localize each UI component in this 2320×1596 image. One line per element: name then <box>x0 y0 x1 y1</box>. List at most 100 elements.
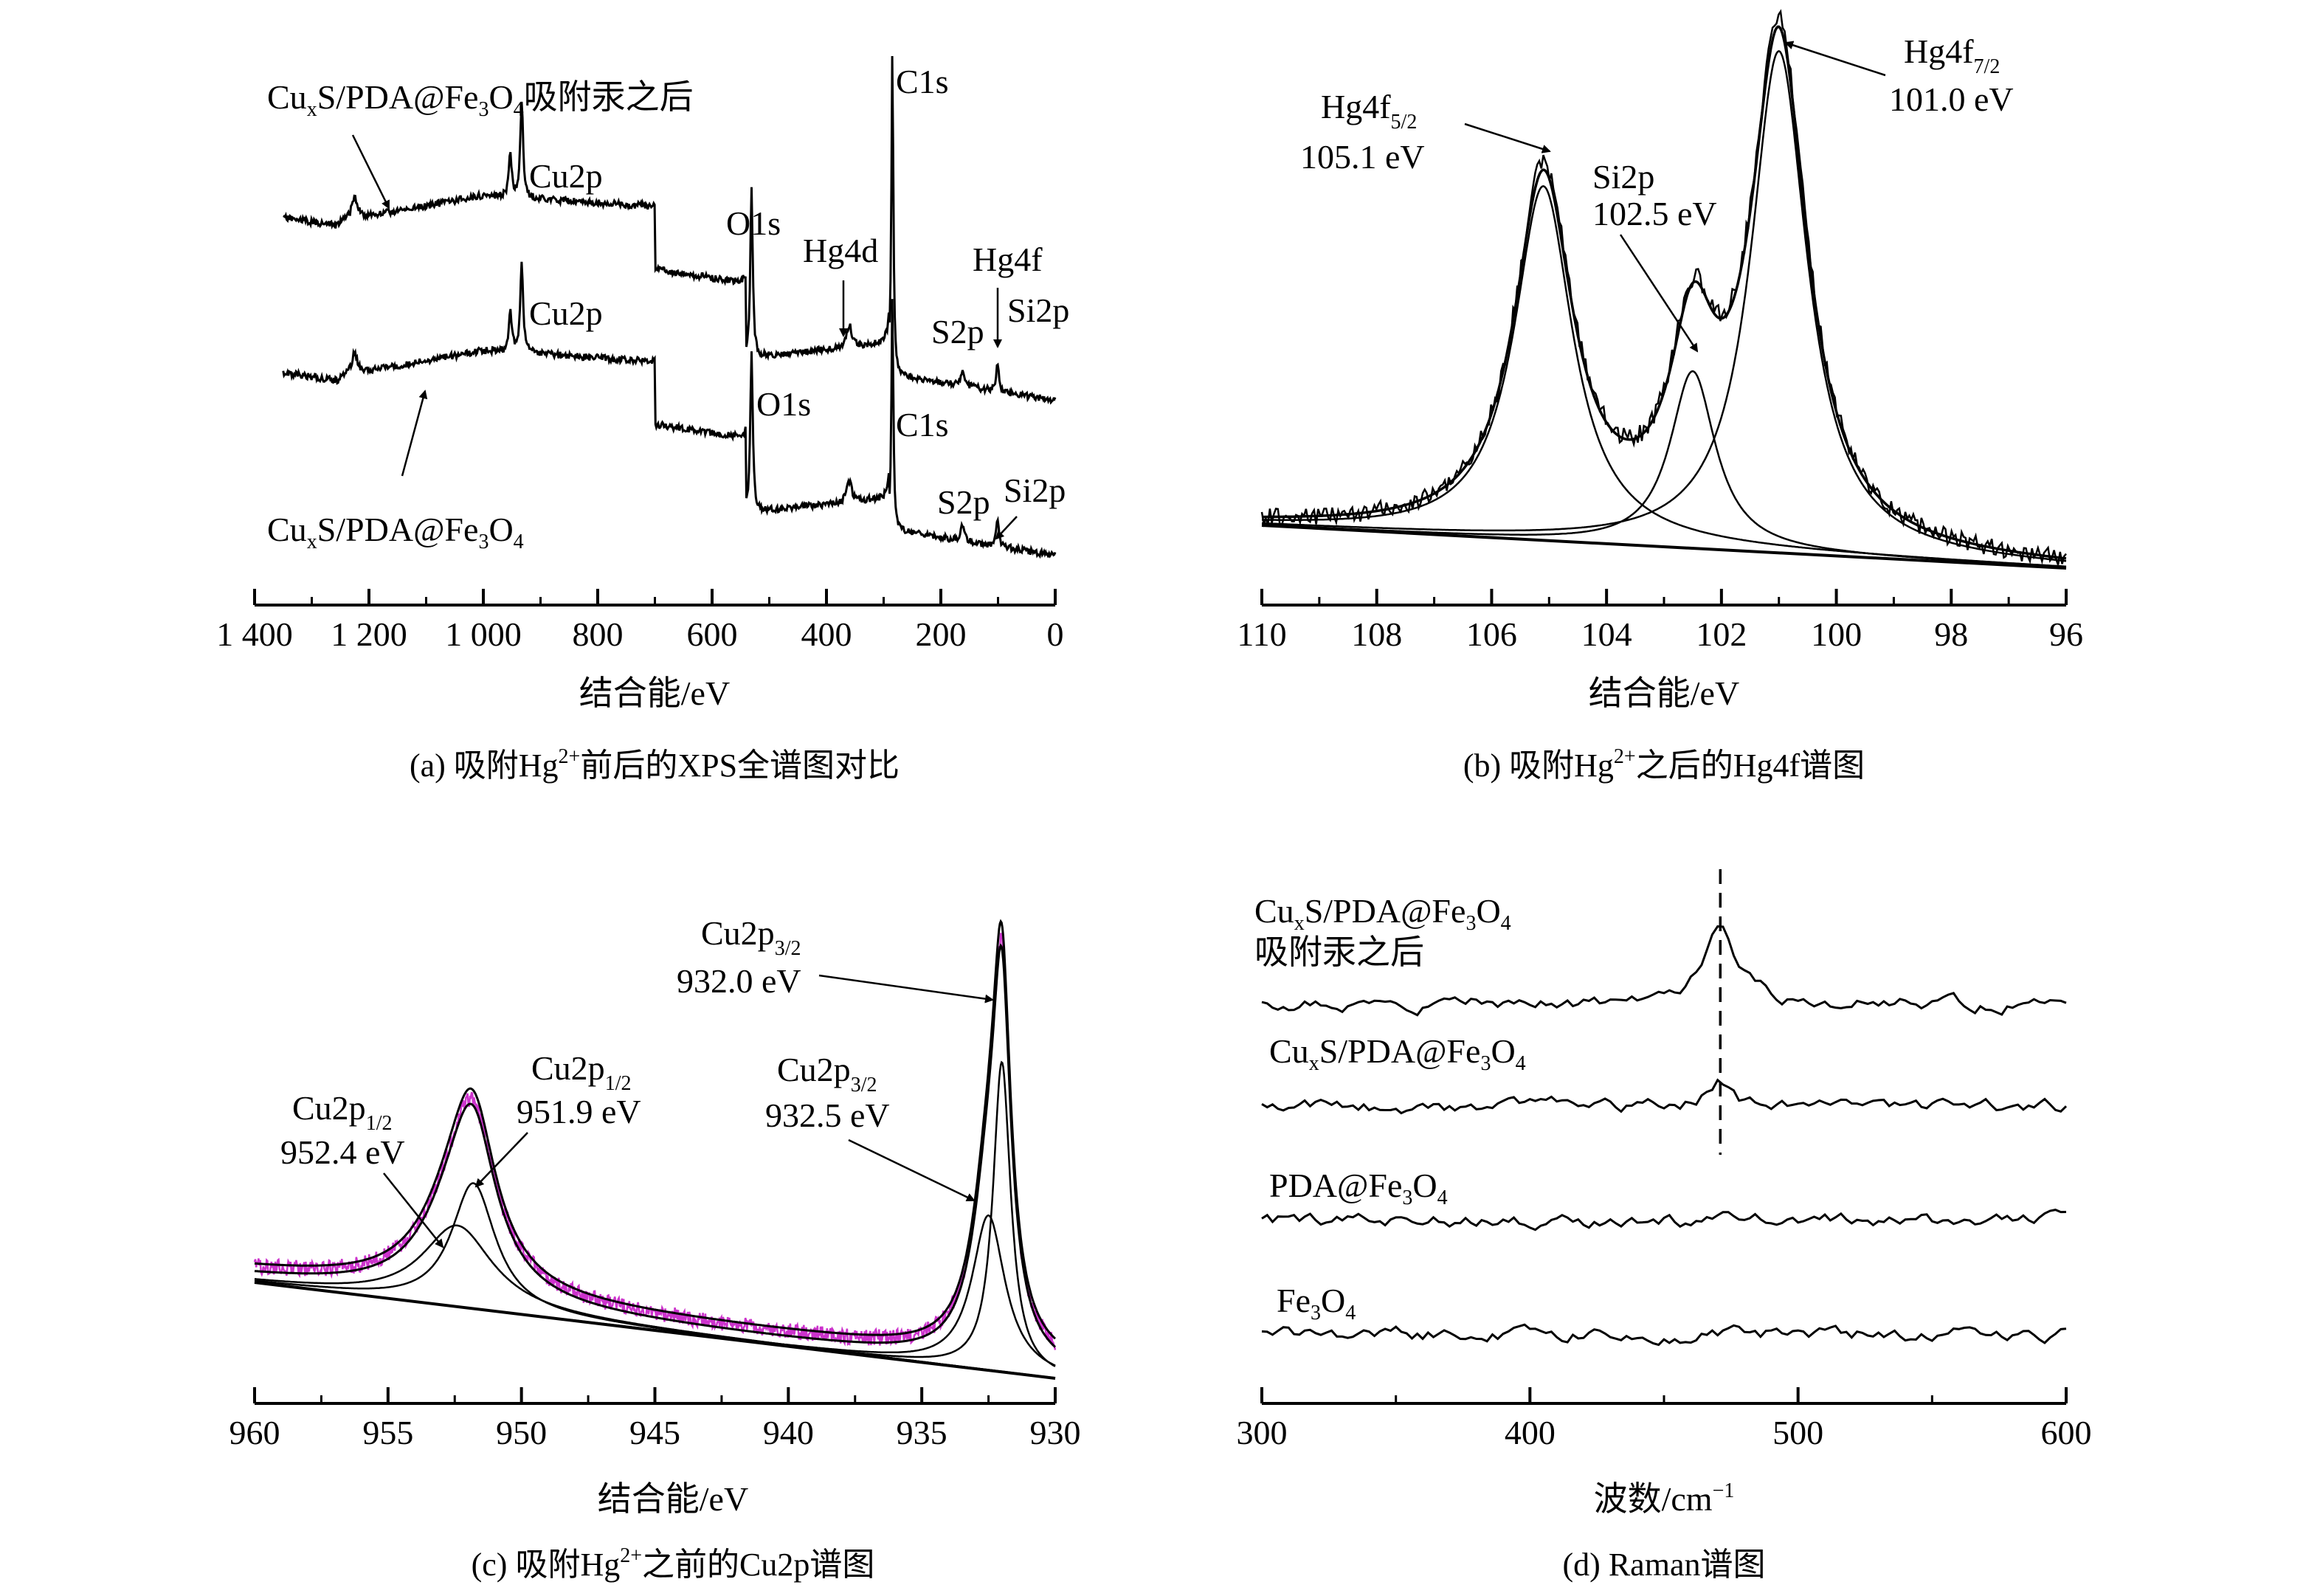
panel-b-arrow-hg4f52 <box>1464 122 1551 153</box>
panel-a-tick-label: 200 <box>916 615 967 653</box>
panel-d-label-after-line2: 吸附汞之后 <box>1254 933 1424 971</box>
panel-b-value-hg4f72: 101.0 eV <box>1889 80 2014 118</box>
panel-a-label-c1s-bot: C1s <box>896 406 949 443</box>
panel-b-tick-label: 106 <box>1466 615 1517 653</box>
panel-b: 110 108 106 104 102 100 98 96 结合能/eV (b) 吸附Hg2+… <box>1237 9 2083 784</box>
panel-c-arrow-932-5 <box>848 1139 976 1202</box>
panel-c-tick-label: 950 <box>496 1414 547 1451</box>
panel-b-label-si2p: Si2p <box>1592 158 1654 196</box>
panel-a-label-cu2p-bot: Cu2p <box>529 294 603 332</box>
panel-a-tick-label: 1 000 <box>445 615 522 653</box>
panel-b-raw <box>1260 9 2067 565</box>
panel-a-label-hg4f: Hg4f <box>973 241 1043 278</box>
panel-d-tick-label: 600 <box>2041 1414 2092 1451</box>
panel-c-tick-label: 945 <box>629 1414 680 1451</box>
panel-d-tick-label: 500 <box>1772 1414 1823 1451</box>
panel-a-tick-label: 400 <box>801 615 852 653</box>
panel-b-xlabel: 结合能/eV <box>1589 674 1739 712</box>
panel-a-label-o1s-top: O1s <box>726 204 781 242</box>
panel-c-envelope-2 <box>254 919 1057 1340</box>
panel-d-series-pda <box>1261 1209 2067 1231</box>
panel-d-xlabel: 波数/cm−1 <box>1594 1479 1735 1518</box>
panel-b-value-si2p: 102.5 eV <box>1592 195 1717 232</box>
panel-c-value-952-4: 952.4 eV <box>280 1133 405 1171</box>
panel-b-tick-label: 104 <box>1581 615 1632 653</box>
panel-a-label-c1s-top: C1s <box>896 63 949 100</box>
panel-a-label-hg4d: Hg4d <box>803 232 878 269</box>
panel-a-series-after <box>283 55 1057 405</box>
panel-a: 1 400 1 200 1 000 800 600 400 200 0 结合能/eV (a) … <box>216 55 1069 784</box>
panel-c-label-951-9: Cu2p1/2 <box>531 1049 631 1095</box>
panel-a-label-o1s-bot: O1s <box>756 385 811 423</box>
panel-c-component-0 <box>254 1224 1056 1379</box>
panel-b-tick-label: 108 <box>1351 615 1402 653</box>
panel-b-baseline <box>1261 524 2067 570</box>
panel-d-caption: (d) Raman谱图 <box>1563 1547 1766 1583</box>
panel-a-tick-label: 1 200 <box>331 615 407 653</box>
panel-b-label-hg4f72: Hg4f7/2 <box>1904 32 2000 78</box>
panel-b-tick-label: 110 <box>1237 615 1286 653</box>
panel-b-tick-label: 98 <box>1934 615 1968 653</box>
panel-d: 300 400 500 600 波数/cm−1 (d) Raman谱图 CuxS/PD… <box>1237 869 2092 1583</box>
panel-d-label-after-line1: CuxS/PDA@Fe3O4 <box>1254 892 1511 935</box>
panel-c-tick-label: 960 <box>229 1414 280 1451</box>
panel-a-series-label-before: CuxS/PDA@Fe3O4 <box>267 511 524 553</box>
panel-a-tick-label: 600 <box>687 615 738 653</box>
panel-b-component-1 <box>1261 370 2067 568</box>
panel-c-component-3 <box>254 1060 1056 1367</box>
panel-d-tick-label: 400 <box>1505 1414 1556 1451</box>
panel-a-series-before <box>282 261 1057 559</box>
panel-b-component-2 <box>1261 49 2067 562</box>
panel-c-tick-label: 930 <box>1030 1414 1081 1451</box>
panel-b-value-hg4f52: 105.1 eV <box>1300 138 1425 176</box>
panel-b-label-hg4f52: Hg4f5/2 <box>1321 88 1417 134</box>
panel-b-caption: (b) 吸附Hg2+之后的Hg4f谱图 <box>1463 745 1865 784</box>
panel-c-value-932-0: 932.0 eV <box>677 962 801 1000</box>
panel-d-label-fe3o4: Fe3O4 <box>1277 1282 1356 1324</box>
panel-a-label-s2p-bot: S2p <box>937 483 990 521</box>
panel-c-component-2 <box>254 1214 1056 1367</box>
panel-b-arrow-si2p <box>1619 234 1699 353</box>
panel-a-label-si2p-top: Si2p <box>1007 291 1069 329</box>
panel-c-label-932-5: Cu2p3/2 <box>777 1051 877 1096</box>
panel-b-tick-label: 100 <box>1811 615 1862 653</box>
panel-a-caption: (a) 吸附Hg2+前后的XPS全谱图对比 <box>410 745 900 784</box>
panel-a-series-label-after: CuxS/PDA@Fe3O4吸附汞之后 <box>267 78 694 121</box>
panel-c-arrow-932-0 <box>818 974 994 1003</box>
panel-c: 960 955 950 945 940 935 930 结合能/eV (c) 吸附Hg2+之… <box>229 914 1081 1583</box>
panel-c-xlabel: 结合能/eV <box>598 1480 748 1518</box>
panel-b-arrow-hg4f72 <box>1784 41 1886 77</box>
panel-a-tick-label: 1 400 <box>216 615 293 653</box>
panel-d-tick-label: 300 <box>1237 1414 1288 1451</box>
panel-d-series-cuxs <box>1261 1078 2068 1115</box>
panel-a-label-s2p-top: S2p <box>931 313 984 350</box>
panel-c-component-1 <box>254 1182 1056 1379</box>
panel-c-value-951-9: 951.9 eV <box>517 1093 641 1130</box>
panel-b-envelope <box>1261 25 2067 560</box>
panel-a-arrow-si2p-bot <box>995 516 1018 540</box>
panel-c-value-932-5: 932.5 eV <box>765 1096 890 1134</box>
panel-b-tick-label: 102 <box>1696 615 1747 653</box>
panel-d-series-after <box>1261 925 2067 1017</box>
panel-a-tick-label: 0 <box>1047 615 1064 653</box>
panel-d-label-cuxs: CuxS/PDA@Fe3O4 <box>1269 1032 1526 1075</box>
panel-a-tick-label: 800 <box>573 615 624 653</box>
panel-a-arrow-before <box>401 390 428 477</box>
panel-d-label-pda: PDA@Fe3O4 <box>1269 1167 1448 1209</box>
panel-a-xlabel: 结合能/eV <box>579 674 730 712</box>
panel-a-label-cu2p-top: Cu2p <box>529 157 603 195</box>
panel-b-tick-label: 96 <box>2049 615 2083 653</box>
panel-c-arrow-952-4 <box>383 1172 444 1248</box>
panel-c-tick-label: 935 <box>897 1414 947 1451</box>
panel-a-arrow-after <box>351 134 390 210</box>
panel-c-tick-label: 940 <box>763 1414 814 1451</box>
panel-c-label-932-0: Cu2p3/2 <box>701 914 801 960</box>
panel-c-arrow-951-9 <box>474 1132 528 1188</box>
panel-c-envelope <box>254 943 1057 1348</box>
panel-a-label-si2p-bot: Si2p <box>1004 471 1066 509</box>
panel-c-tick-label: 955 <box>362 1414 413 1451</box>
panel-d-series-fe3o4 <box>1261 1323 2067 1347</box>
panel-c-label-952-4: Cu2p1/2 <box>292 1089 392 1135</box>
panel-c-caption: (c) 吸附Hg2+之前的Cu2p谱图 <box>472 1544 875 1583</box>
